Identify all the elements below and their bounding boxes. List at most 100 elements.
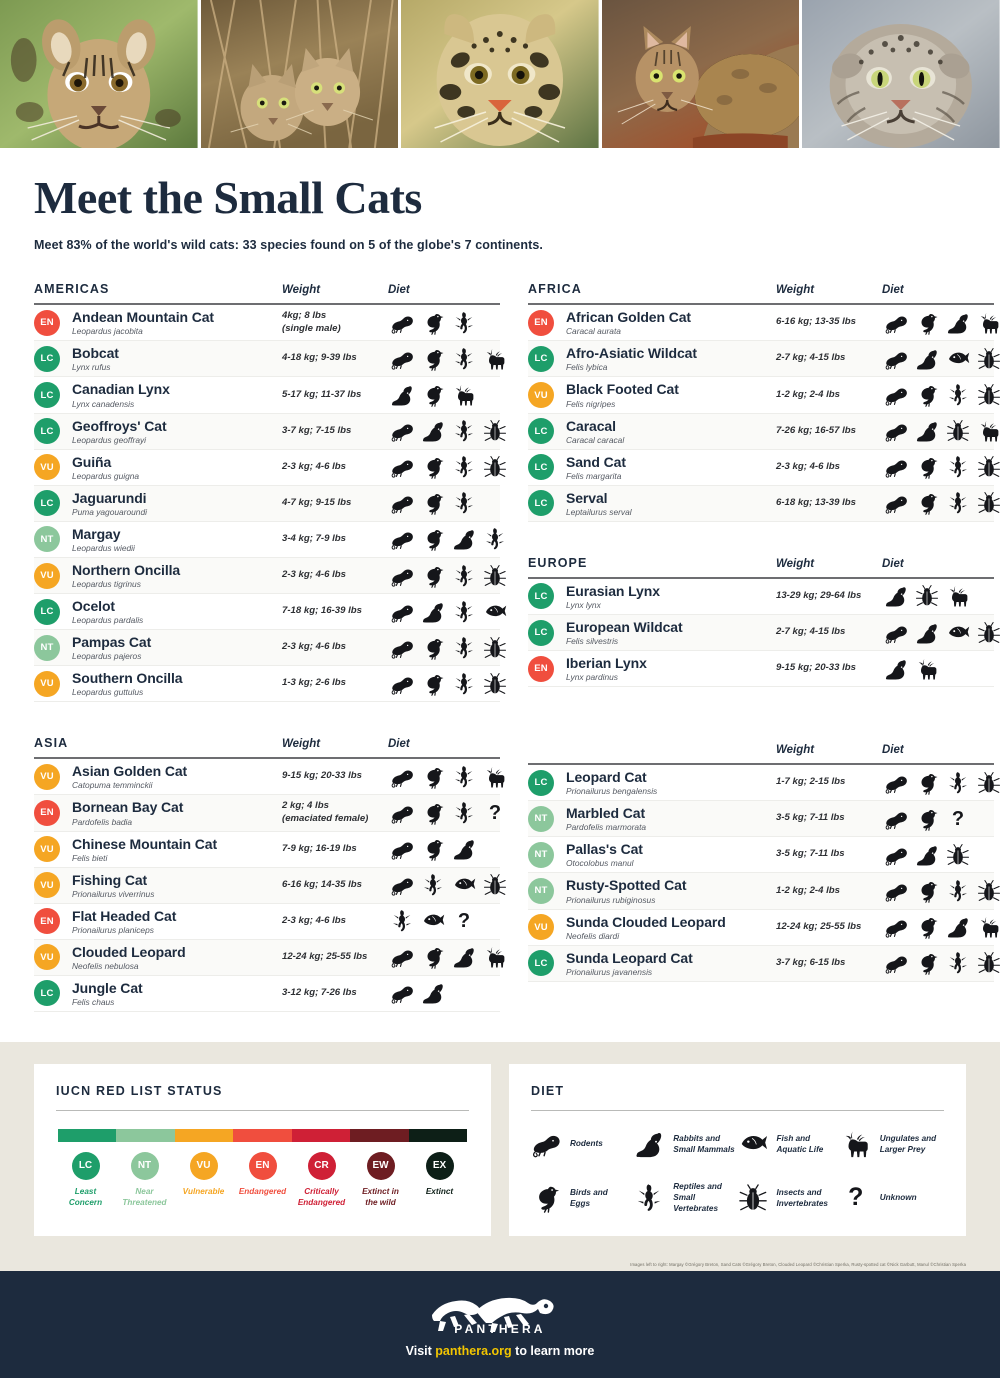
iucn-status-badge: EN <box>248 1151 277 1180</box>
reptile-icon <box>390 909 414 933</box>
species-common-name: Marbled Cat <box>566 805 646 822</box>
species-diet-icons <box>884 621 1000 645</box>
species-diet-icons <box>390 945 507 970</box>
species-row[interactable]: LC Serval Leptailurus serval 6-18 kg; 13-39… <box>528 485 1000 522</box>
species-row[interactable]: VU Guiña Leopardus guigna 2-3 kg; 4-6 lbs <box>34 450 507 486</box>
column-header-weight: Weight <box>282 284 321 297</box>
column-header-diet: Diet <box>882 284 904 297</box>
species-common-name: Bornean Bay Cat <box>72 799 184 816</box>
species-row[interactable]: LC Leopard Cat Prionailurus bengalensis 1-7… <box>528 765 1000 802</box>
column-header-diet: Diet <box>882 557 904 570</box>
species-weight: 6-16 kg; 13-35 lbs <box>776 316 856 328</box>
iucn-legend-item: EW Extinct in the wild <box>351 1151 410 1208</box>
species-row[interactable]: LC Canadian Lynx Lynx canadensis 5-17 kg; 1… <box>34 377 500 414</box>
species-names: Geoffroys' Cat Leopardus geoffrayi <box>72 418 282 445</box>
species-row[interactable]: NT Pallas's Cat Otocolobus manul 3-5 kg; 7-… <box>528 837 994 874</box>
hero-photo-strip <box>0 0 1000 148</box>
species-row[interactable]: VU Fishing Cat Prionailurus viverrinus 6-16… <box>34 867 507 904</box>
iucn-status-label: Vulnerable <box>182 1186 225 1196</box>
ungulate-icon <box>977 311 1000 335</box>
species-weight: 12-24 kg; 25-55 lbs <box>282 950 368 962</box>
rodent-icon <box>390 311 414 335</box>
species-row[interactable]: EN Iberian Lynx Lynx pardinus 9-15 kg; 20-3… <box>528 651 994 688</box>
iucn-bar-segment <box>233 1128 292 1142</box>
species-row[interactable]: LC Afro-Asiatic Wildcat Felis lybica 2-7 kg… <box>528 341 1000 378</box>
species-names: Serval Leptailurus serval <box>566 490 776 517</box>
diet-legend-label: Ungulates and Larger Prey <box>879 1133 937 1154</box>
species-row[interactable]: VU Black Footed Cat Felis nigripes 1-2 kg; … <box>528 377 1000 414</box>
bird-icon <box>421 672 445 696</box>
insect-icon <box>483 636 507 660</box>
species-row[interactable]: EN Bornean Bay Cat Pardofelis badia 2 kg; 4… <box>34 795 501 832</box>
species-row[interactable]: EN African Golden Cat Caracal aurata 6-16 k… <box>528 305 999 342</box>
species-row[interactable]: NT Rusty-Spotted Cat Prionailurus rubigino… <box>528 873 1000 910</box>
species-row[interactable]: EN Andean Mountain Cat Leopardus jacobita 4… <box>34 305 500 342</box>
species-row[interactable]: VU Asian Golden Cat Catopuma temminckii 9-1… <box>34 759 505 796</box>
species-names: Black Footed Cat Felis nigripes <box>566 381 776 408</box>
species-row[interactable]: VU Chinese Mountain Cat Felis bieti 7-9 kg;… <box>34 832 500 868</box>
species-row[interactable]: VU Southern Oncilla Leopardus guttulus 1-3 … <box>34 666 507 703</box>
species-weight: 7-26 kg; 16-57 lbs <box>776 424 856 436</box>
species-names: Iberian Lynx Lynx pardinus <box>566 655 776 682</box>
reptile-icon <box>946 383 970 407</box>
species-row[interactable]: LC Eurasian Lynx Lynx lynx 13-29 kg; 29-64 … <box>528 579 994 615</box>
species-diet-icons: ? <box>884 807 994 831</box>
panthera-link[interactable]: panthera.org <box>435 1344 512 1359</box>
rodent-icon <box>884 383 908 407</box>
species-weight: 9-15 kg; 20-33 lbs <box>282 770 362 782</box>
species-common-name: European Wildcat <box>566 618 683 635</box>
column-header-weight: Weight <box>282 738 321 751</box>
species-row[interactable]: LC Sand Cat Felis margarita 2-3 kg; 4-6 lbs <box>528 450 1000 486</box>
species-common-name: Sand Cat <box>566 453 626 470</box>
species-diet-icons <box>390 981 500 1005</box>
species-row[interactable]: LC Sunda Leopard Cat Prionailurus javanens… <box>528 945 1000 982</box>
species-row[interactable]: NT Pampas Cat Leopardus pajeros 2-3 kg; 4-6… <box>34 630 507 667</box>
species-diet-icons <box>884 419 1000 443</box>
species-row[interactable]: VU Northern Oncilla Leopardus tigrinus 2-3 … <box>34 557 507 595</box>
ungulate-icon <box>483 765 507 789</box>
status-badge: VU <box>34 562 60 589</box>
unknown-icon: ? <box>457 910 471 933</box>
species-common-name: Serval <box>566 489 608 506</box>
species-row[interactable]: NT Margay Leopardus wiedii 3-4 kg; 7-9 lbs <box>34 522 504 558</box>
species-row[interactable]: EN Flat Headed Cat Prionailurus planiceps 2… <box>34 904 500 940</box>
species-diet-icons <box>884 584 994 608</box>
rodent-icon <box>884 419 908 443</box>
species-scientific-name: Leopardus guigna <box>72 470 140 481</box>
species-row[interactable]: LC Ocelot Leopardus pardalis 7-18 kg; 16-39… <box>34 594 507 631</box>
species-scientific-name: Prionailurus bengalensis <box>566 786 658 797</box>
status-badge: LC <box>528 490 554 517</box>
species-common-name: Afro-Asiatic Wildcat <box>566 345 697 362</box>
left-column: AMERICAS Weight Diet EN Andean Mountain C… <box>34 282 507 1012</box>
iucn-legend-item: NT Near Threatened <box>115 1151 174 1208</box>
insect-icon <box>483 672 507 696</box>
species-row[interactable]: LC Jungle Cat Felis chaus 3-12 kg; 7-26 lbs <box>34 976 500 1012</box>
species-scientific-name: Leopardus pajeros <box>72 651 142 662</box>
species-row[interactable]: LC Geoffroys' Cat Leopardus geoffrayi 3-7 k… <box>34 413 507 450</box>
iucn-status-badge: EX <box>425 1151 454 1180</box>
rabbit-icon <box>884 584 908 608</box>
diet-legend-item: Reptiles and Small Vertebrates <box>634 1181 737 1214</box>
species-common-name: Guiña <box>72 453 112 470</box>
status-badge: LC <box>528 769 554 796</box>
species-diet-icons <box>390 672 507 696</box>
species-row[interactable]: LC Bobcat Lynx rufus 4-18 kg; 9-39 lbs <box>34 341 505 378</box>
species-names: Sand Cat Felis margarita <box>566 454 776 481</box>
species-scientific-name: Leptailurus serval <box>566 506 632 517</box>
reptile-icon <box>452 347 476 371</box>
column-spacer <box>528 522 994 556</box>
species-common-name: Chinese Mountain Cat <box>72 835 218 852</box>
status-badge: EN <box>528 655 554 682</box>
species-row[interactable]: LC European Wildcat Felis silvestris 2-7 kg… <box>528 614 1000 652</box>
species-row[interactable]: VU Clouded Leopard Neofelis nebulosa 12-24 … <box>34 939 505 976</box>
insect-icon <box>977 621 1000 645</box>
species-diet-icons <box>884 311 1000 335</box>
species-row[interactable]: NT Marbled Cat Pardofelis marmorata 3-5 kg;… <box>528 801 994 838</box>
species-row[interactable]: VU Sunda Clouded Leopard Neofelis diardi 12… <box>528 910 999 946</box>
divider <box>531 1109 944 1111</box>
species-diet-icons <box>390 347 507 371</box>
status-badge: VU <box>34 454 60 481</box>
species-row[interactable]: LC Caracal Caracal caracal 7-26 kg; 16-57 l… <box>528 413 999 450</box>
species-row[interactable]: LC Jaguarundi Puma yagouaroundi 4-7 kg; 9-1… <box>34 485 500 522</box>
species-diet-icons <box>390 600 507 624</box>
